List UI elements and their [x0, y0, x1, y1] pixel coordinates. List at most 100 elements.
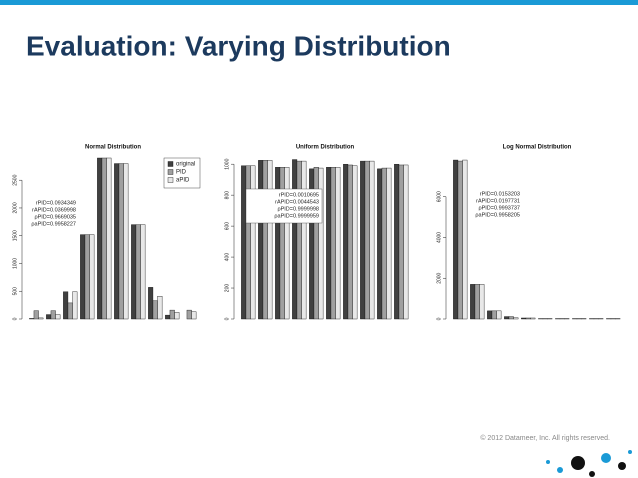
bar [352, 165, 358, 320]
bar [343, 163, 349, 320]
bar [245, 165, 251, 320]
bar [398, 164, 404, 320]
decoration [546, 450, 632, 477]
y-tick-label: 1500 [12, 230, 18, 241]
bar [250, 165, 256, 320]
bar [326, 167, 332, 320]
annotation: rAPID=0.0197731 [476, 198, 520, 204]
top-bar [0, 0, 638, 5]
bar [347, 164, 353, 320]
annotation: ρPID=0.9999998 [277, 206, 319, 212]
bar [521, 317, 527, 320]
bar [377, 168, 383, 320]
legend-box [163, 157, 201, 189]
bar [101, 157, 107, 320]
bar [186, 309, 192, 320]
annotation: rPID=0.0153203 [480, 191, 520, 197]
bar [394, 163, 400, 320]
bar [258, 160, 264, 320]
bar [118, 163, 124, 320]
annotation: rPID=0.0010695 [279, 192, 319, 198]
annotation: rAPID=0.0369998 [32, 207, 76, 213]
annotation: ρPID=0.9669035 [34, 214, 76, 220]
bar [50, 310, 56, 320]
annotation: rAPID=0.0044543 [275, 199, 319, 205]
bar [33, 310, 39, 320]
annotation: ρPID=0.9993737 [478, 205, 520, 211]
bar [106, 157, 112, 320]
copyright: © 2012 Datameer, Inc. All rights reserve… [480, 434, 610, 442]
bar [496, 310, 502, 320]
bar [38, 317, 44, 320]
chart-title: Log Normal Distribution [503, 145, 572, 151]
y-tick-label: 1000 [12, 258, 18, 269]
slide-title: Evaluation: Varying Distribution [26, 30, 451, 61]
bar [29, 318, 35, 320]
y-tick-label: 4000 [436, 232, 442, 243]
y-tick-label: 2000 [12, 202, 18, 213]
annotation: ρaPID=0.9958227 [31, 221, 76, 227]
bar [504, 316, 510, 320]
annotation: rPID=0.0934349 [36, 200, 76, 206]
bar [525, 317, 531, 320]
y-tick-label: 6000 [436, 191, 442, 202]
y-tick-label: 2000 [436, 272, 442, 283]
bar [386, 167, 392, 320]
bar [131, 224, 137, 320]
y-tick-label: 1000 [224, 158, 230, 169]
annotation: ρaPID=0.9999959 [274, 213, 319, 219]
bar [157, 296, 163, 320]
legend-swatch [167, 169, 174, 175]
bar [301, 160, 307, 320]
y-tick-label: 0 [224, 317, 230, 320]
bar [174, 312, 180, 320]
bar [453, 159, 459, 320]
legend-label: PID [176, 170, 187, 176]
bar [89, 234, 95, 320]
legend-label: original [176, 162, 195, 168]
y-tick-label: 400 [224, 253, 230, 262]
bar [318, 167, 324, 320]
legend-swatch [167, 161, 174, 167]
bar [369, 160, 375, 320]
bar [169, 309, 175, 320]
bar [330, 167, 336, 320]
bar [457, 160, 463, 320]
bar [262, 160, 268, 320]
bar [114, 163, 120, 320]
bar [292, 159, 298, 320]
bar [508, 316, 514, 320]
bar [491, 310, 497, 320]
bar [364, 160, 370, 320]
bar [97, 157, 103, 320]
bar [46, 314, 52, 320]
chart-title: Normal Distribution [85, 145, 141, 151]
bar [296, 160, 302, 320]
bar [530, 317, 536, 320]
bar [241, 165, 247, 320]
bar [403, 164, 409, 320]
bar [462, 159, 468, 320]
y-tick-label: 0 [12, 317, 18, 320]
bar [152, 300, 158, 320]
annotation: ρaPID=0.9958205 [475, 212, 520, 218]
y-tick-label: 0 [436, 317, 442, 320]
bar [67, 302, 73, 320]
bar [80, 234, 86, 320]
bar [360, 160, 366, 320]
bar [381, 167, 387, 320]
bar [135, 224, 141, 320]
bar [140, 224, 146, 320]
bar [513, 317, 519, 320]
bar [487, 310, 493, 320]
y-tick-label: 2500 [12, 174, 18, 185]
y-tick-label: 800 [224, 191, 230, 200]
bar [148, 287, 154, 320]
legend-swatch [167, 177, 174, 183]
bar [479, 284, 485, 320]
bar [335, 167, 341, 320]
y-tick-label: 200 [224, 284, 230, 293]
bar [165, 314, 171, 320]
y-tick-label: 500 [12, 287, 18, 296]
